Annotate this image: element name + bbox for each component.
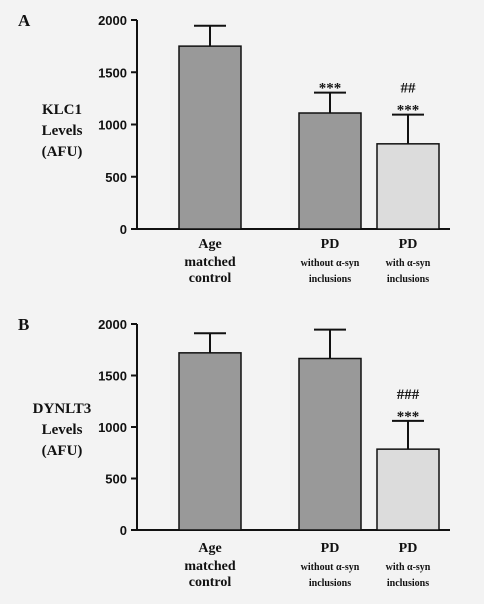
category-label: Age bbox=[198, 237, 221, 252]
y-axis-label: KLC1 bbox=[42, 102, 82, 118]
y-axis-label: Levels bbox=[42, 422, 83, 438]
y-tick-label: 0 bbox=[120, 222, 127, 237]
y-axis-label: (AFU) bbox=[42, 443, 83, 459]
panel-letter: B bbox=[18, 315, 29, 334]
significance-label: ### bbox=[397, 387, 420, 403]
category-label: control bbox=[189, 575, 232, 590]
y-tick-label: 0 bbox=[120, 523, 127, 538]
category-label: PD bbox=[399, 237, 418, 252]
y-tick-label: 1000 bbox=[98, 118, 127, 133]
category-label: Age bbox=[198, 541, 221, 556]
bar bbox=[298, 112, 362, 230]
significance-label: *** bbox=[319, 81, 342, 97]
category-label: PD bbox=[321, 237, 340, 252]
category-label: without α-syn bbox=[301, 562, 360, 573]
y-tick-label: 2000 bbox=[98, 317, 127, 332]
category-label: PD bbox=[321, 541, 340, 556]
category-label: inclusions bbox=[387, 274, 429, 285]
y-axis-label: (AFU) bbox=[42, 144, 83, 160]
bar bbox=[178, 45, 242, 230]
significance-label: *** bbox=[397, 103, 420, 119]
category-label: with α-syn bbox=[386, 562, 431, 573]
category-label: matched bbox=[184, 255, 236, 270]
category-label: with α-syn bbox=[386, 258, 431, 269]
significance-label: ## bbox=[401, 81, 417, 97]
category-label: control bbox=[189, 271, 232, 286]
chart-panel-b: B DYNLT3 Levels (AFU) 0 500 1000 1500 2000 Age mat… bbox=[18, 315, 450, 590]
bar bbox=[376, 448, 440, 531]
chart-panel-a: A KLC1 Levels (AFU) 0 500 1000 1500 2000 Age match… bbox=[18, 11, 450, 286]
bar bbox=[376, 143, 440, 230]
y-tick-label: 1500 bbox=[98, 369, 127, 384]
category-label: without α-syn bbox=[301, 258, 360, 269]
y-tick-label: 1500 bbox=[98, 65, 127, 80]
y-tick-label: 1000 bbox=[98, 420, 127, 435]
y-axis-label: DYNLT3 bbox=[33, 401, 92, 417]
y-tick-label: 500 bbox=[105, 472, 127, 487]
category-label: inclusions bbox=[309, 274, 351, 285]
significance-label: *** bbox=[397, 409, 420, 425]
category-label: matched bbox=[184, 559, 236, 574]
category-label: PD bbox=[399, 541, 418, 556]
category-label: inclusions bbox=[387, 578, 429, 589]
y-tick-label: 500 bbox=[105, 170, 127, 185]
y-axis-label: Levels bbox=[42, 123, 83, 139]
y-tick-label: 2000 bbox=[98, 13, 127, 28]
panel-letter: A bbox=[18, 11, 31, 30]
category-label: inclusions bbox=[309, 578, 351, 589]
bar bbox=[298, 357, 362, 531]
bar bbox=[178, 352, 242, 531]
